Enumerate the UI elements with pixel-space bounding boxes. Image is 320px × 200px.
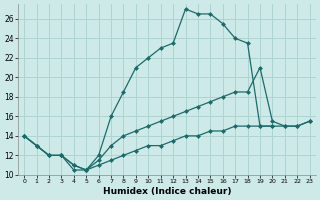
X-axis label: Humidex (Indice chaleur): Humidex (Indice chaleur) (103, 187, 231, 196)
